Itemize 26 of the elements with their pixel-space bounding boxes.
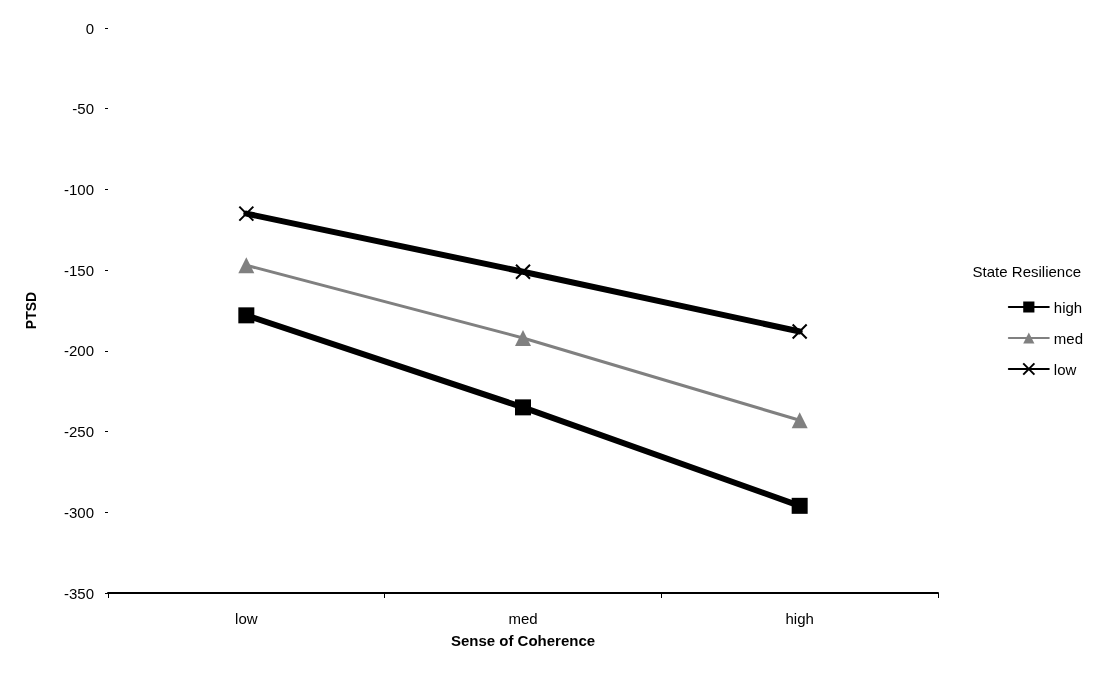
point xyxy=(515,329,531,346)
y-tick-label: -150 xyxy=(63,261,94,279)
point xyxy=(791,323,808,340)
point xyxy=(238,307,255,324)
y-tick-label: -300 xyxy=(63,503,94,521)
y-tick-label: -50 xyxy=(72,100,94,118)
legend-label: med xyxy=(1053,329,1084,347)
x-tick-label: low xyxy=(235,610,258,627)
x-axis-title: Sense of Coherence xyxy=(450,632,596,649)
y-tick-label: -100 xyxy=(63,180,94,198)
point xyxy=(238,257,255,274)
x-tick-label: med xyxy=(508,610,538,627)
point xyxy=(238,205,255,222)
y-tick-label: -350 xyxy=(63,584,94,602)
x-tick-label: high xyxy=(785,610,814,627)
legend-title: State Resilience xyxy=(972,262,1082,280)
point xyxy=(515,263,531,280)
y-tick-label: 0 xyxy=(85,19,94,37)
legend-label: low xyxy=(1053,360,1077,378)
point xyxy=(515,399,531,416)
y-tick-label: -250 xyxy=(63,423,94,441)
y-axis-title: PTSD xyxy=(23,291,39,330)
y-tick-label: -200 xyxy=(63,342,94,360)
point xyxy=(791,412,808,429)
point xyxy=(791,497,808,514)
legend-label: high xyxy=(1053,298,1083,316)
